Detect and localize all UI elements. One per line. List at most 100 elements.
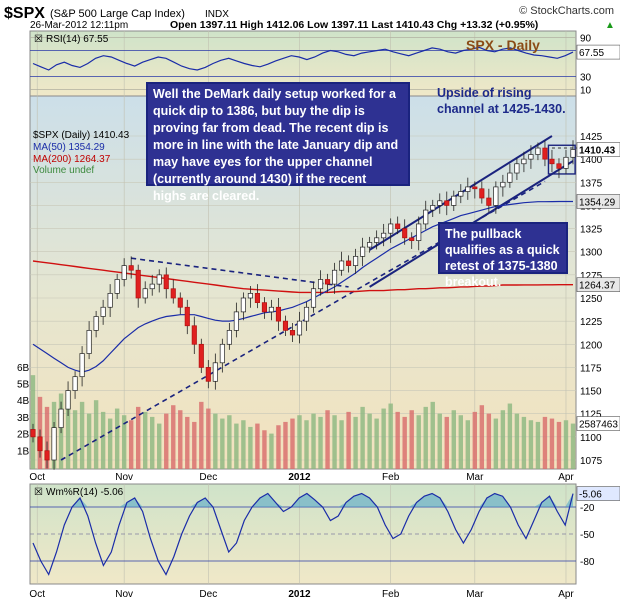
volume-bar — [30, 375, 36, 469]
volume-bar — [65, 403, 71, 469]
candle-body — [44, 450, 50, 461]
volume-bar — [234, 423, 239, 469]
date-label: 26-Mar-2012 12:11pm — [30, 20, 128, 31]
ma50-line — [32, 200, 573, 373]
williams-tick-label: -20 — [580, 503, 595, 514]
rsi-series — [32, 46, 574, 71]
volume-bar — [262, 430, 267, 469]
volume-bar — [535, 421, 541, 469]
volume-bar — [514, 413, 520, 469]
candle-body — [521, 158, 527, 165]
chart-title: SPX - Daily — [466, 37, 540, 53]
candle-body — [170, 288, 176, 299]
volume-bar — [72, 410, 78, 469]
volume-bar — [556, 421, 562, 469]
volume-bar — [332, 415, 337, 469]
date-tick-label: Apr — [558, 589, 574, 600]
value-badge-label: -5.06 — [579, 490, 602, 501]
volume-bar — [437, 413, 442, 469]
candle-body — [507, 172, 513, 183]
pullback-annotation: The pullback qualifies as a quick retest… — [438, 222, 568, 289]
candle-body — [37, 436, 43, 452]
resistance-trendline — [131, 257, 349, 288]
volume-bar — [248, 426, 253, 469]
candle-body — [324, 279, 331, 285]
williams-icon: ☒ — [34, 487, 43, 498]
williams-tick-label: -80 — [580, 557, 595, 568]
candle-body — [549, 158, 555, 165]
candle-body — [388, 223, 394, 234]
candle-body — [149, 283, 155, 290]
volume-bar — [143, 411, 148, 469]
highlight-box — [547, 144, 576, 175]
candle-body — [65, 390, 71, 410]
candle-body — [142, 288, 148, 299]
candle-body — [191, 325, 197, 345]
legend-ma200: MA(200) 1264.37 — [33, 154, 111, 165]
price-tick-label: 1175 — [580, 363, 602, 374]
volume-bar — [430, 401, 435, 469]
candle-body — [254, 293, 260, 303]
price-tick-label: 1225 — [580, 317, 603, 328]
value-badge — [576, 44, 620, 60]
candle-body — [100, 306, 106, 317]
volume-bar — [346, 411, 351, 469]
value-badge — [576, 416, 620, 431]
candle-body — [367, 242, 373, 248]
volume-bar — [318, 416, 323, 469]
legend-ma50: MA(50) 1354.29 — [33, 142, 105, 153]
candle-body — [353, 255, 359, 266]
date-tick-label: Dec — [199, 589, 217, 600]
candle-body — [128, 265, 134, 271]
volume-bar — [220, 418, 225, 469]
date-tick-label: Oct — [29, 472, 45, 483]
channel-annotation: Upside of rising channel at 1425-1430. — [437, 86, 566, 116]
candle-body — [219, 343, 225, 364]
candle-body — [30, 429, 36, 438]
price-tick-label: 1250 — [580, 294, 603, 305]
date-tick-label: Dec — [199, 472, 217, 483]
value-badges: 1410.43 1354.29 1264.37 2587463 67.55 -5.06 — [576, 44, 620, 501]
value-badge-label: 67.55 — [579, 48, 604, 59]
williams-series — [32, 492, 574, 576]
candle-body — [114, 279, 120, 294]
volume-bar — [171, 405, 176, 469]
volume-bar — [107, 418, 113, 469]
candle-body — [156, 274, 162, 285]
volume-bar — [241, 420, 246, 469]
volume-bar — [150, 416, 155, 469]
candle-body — [458, 191, 464, 197]
candle-body — [381, 232, 387, 239]
candle-body — [282, 320, 289, 331]
date-tick-label: Oct — [29, 589, 45, 600]
candle-body — [86, 330, 92, 354]
candle-body — [493, 186, 499, 206]
candle-body — [268, 306, 274, 313]
value-badge-label: 1264.37 — [579, 281, 616, 292]
volume-bar — [402, 416, 407, 469]
symbol-title: $SPX — [4, 5, 45, 22]
volume-bar — [458, 415, 463, 469]
volume-bar — [549, 418, 555, 469]
candle-body — [72, 376, 78, 391]
candle-body — [486, 197, 492, 206]
volume-tick-label: 3B — [17, 413, 30, 424]
volume-bar — [227, 415, 232, 469]
symbol-description: (S&P 500 Large Cap Index) — [50, 8, 185, 20]
date-tick-label: Feb — [382, 589, 400, 600]
volume-bar — [269, 433, 274, 469]
exchange-label: INDX — [205, 9, 229, 20]
price-tick-label: 1075 — [580, 456, 603, 467]
volume-tick-label: 4B — [17, 396, 30, 407]
candle-body — [317, 279, 324, 290]
date-tick-label: Mar — [466, 589, 484, 600]
candle-body — [303, 306, 310, 322]
price-tick-label: 1325 — [580, 225, 603, 236]
candle-body — [240, 297, 246, 313]
candle-body — [212, 362, 218, 382]
volume-bar — [472, 411, 478, 469]
rsi-line — [32, 46, 574, 71]
volume-bar — [255, 423, 260, 469]
volume-bar — [339, 420, 344, 469]
candle-body — [289, 330, 296, 336]
